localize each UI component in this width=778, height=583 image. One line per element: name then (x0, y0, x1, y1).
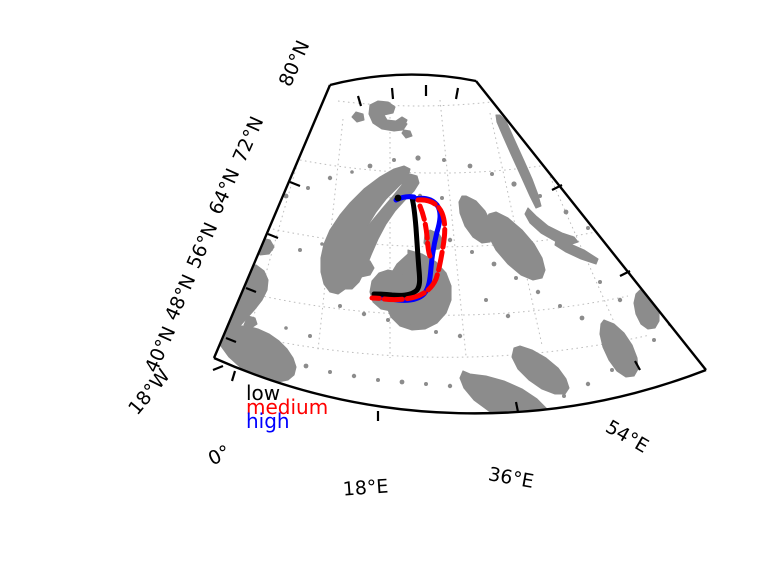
frame-top-arc (329, 73, 477, 87)
label-lon-0: 0° (205, 441, 234, 470)
legend-item-medium[interactable]: medium (246, 395, 328, 419)
tick-lat-56 (245, 286, 257, 294)
tick-top-1 (356, 95, 363, 107)
trajectory-tracks (369, 194, 448, 303)
frame-bottom-arc (213, 356, 707, 415)
map-background (214, 74, 706, 414)
track-start-marker (394, 194, 402, 202)
label-lat-64: 64°N (205, 165, 245, 218)
axis-ticks (212, 85, 641, 421)
tick-lat-48 (225, 336, 237, 344)
tick-lon-36 (514, 401, 520, 413)
label-lat-80: 80°N (275, 37, 315, 90)
tick-right-1 (551, 184, 563, 191)
label-lon-36e: 36°E (487, 463, 536, 493)
tick-lat-40 (212, 364, 224, 372)
tick-lon-0 (230, 370, 237, 382)
map-frame (212, 73, 707, 415)
tick-top-2 (390, 87, 395, 100)
track-low (371, 195, 423, 298)
tick-top-4 (454, 87, 460, 100)
legend: low medium high (246, 381, 328, 433)
frame-right-edge (475, 80, 707, 371)
track-medium (369, 197, 448, 303)
tick-lon-54 (634, 360, 641, 371)
label-lon-54e: 54°E (602, 416, 653, 458)
label-lat-48: 48°N (161, 271, 201, 324)
legend-item-high[interactable]: high (246, 409, 290, 433)
label-lat-56: 56°N (183, 219, 223, 272)
label-lat-72: 72°N (229, 113, 269, 166)
label-lon-18e: 18°E (342, 475, 389, 500)
tick-lat-72 (289, 180, 301, 188)
legend-item-low[interactable]: low (246, 381, 280, 405)
tick-right-2 (619, 270, 631, 277)
frame-left-edge (212, 84, 332, 359)
track-medium-spur (417, 203, 433, 259)
label-lon-18w: 18°W (124, 365, 175, 419)
tick-lat-64 (267, 232, 279, 240)
